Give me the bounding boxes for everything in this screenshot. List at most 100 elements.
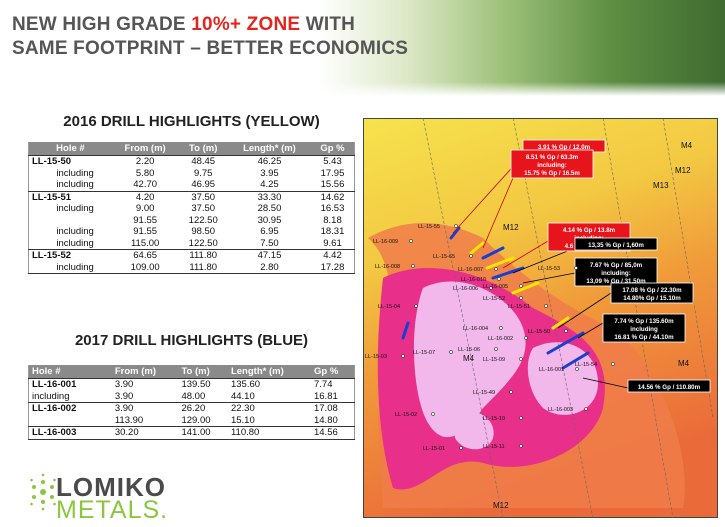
table-row: LL-15-51 4.20 37.50 33.30 14.62 — [28, 190, 355, 203]
table-cell: 48.00 — [181, 390, 206, 402]
zone-label: M4 — [678, 359, 690, 368]
callout-text: 15.75 % Gp / 16.5m — [524, 170, 580, 177]
logo-text: LOMIKO — [56, 472, 166, 502]
callout-text: including: — [601, 270, 631, 277]
table-cell: LL-16-002 — [28, 402, 112, 415]
table-cell: 3.90 — [111, 378, 179, 391]
table-cell: 109.00 — [130, 261, 160, 273]
hole-label: LL-16-010 — [461, 277, 486, 283]
header-cell: Gp % — [310, 142, 355, 156]
callout-box — [574, 257, 658, 287]
title-line2: SAME FOOTPRINT – BETTER ECONOMICS — [12, 38, 409, 59]
table-cell: 26.20 — [178, 402, 228, 415]
table-cell: 7.50 — [260, 237, 279, 249]
callout-text: 14.80% Gp / 15.10m — [623, 295, 681, 302]
hole-label: LL-15-07 — [413, 350, 435, 356]
table-cell: 4.20 — [111, 190, 179, 203]
table-cell: 17.08 — [310, 402, 355, 415]
callout-text: 16.81 % Gp / 44.10m — [614, 334, 674, 341]
table-cell: 46.95 — [191, 179, 216, 191]
table-row: including 5.80 9.75 3.95 17.95 — [29, 168, 355, 180]
table-cell: 115.00 — [130, 237, 160, 249]
table-cell: LL-15-50 — [28, 155, 112, 168]
hole-marker — [494, 347, 498, 351]
hole-marker — [519, 444, 523, 448]
hole-label: LL-16-007 — [458, 267, 483, 273]
header-cell: To (m) — [178, 142, 228, 156]
table-cell: 135.60 — [227, 378, 311, 391]
table-cell: 9.61 — [323, 237, 342, 249]
zone-label: M4 — [681, 141, 693, 150]
hole-label: LL-15-04 — [378, 304, 400, 310]
hole-marker — [574, 266, 578, 270]
header-cell: From (m) — [111, 365, 179, 379]
table-cell: 111.80 — [178, 249, 228, 262]
hole-label: LL-16-001 — [539, 367, 564, 373]
hole-label: LL-15-53 — [538, 266, 560, 272]
table-2016: Hole # From (m) To (m) Length* (m) Gp % LL-15… — [28, 142, 355, 274]
header-cell: Hole # — [28, 365, 112, 379]
table-cell: 5.80 — [135, 167, 155, 179]
table-cell: including — [56, 179, 94, 191]
table-cell: 15.10 — [230, 414, 255, 426]
table-row: LL-16-002 3.90 26.20 22.30 17.08 — [28, 402, 355, 415]
hole-marker — [524, 336, 528, 340]
hole-marker — [519, 416, 523, 420]
hole-marker — [494, 267, 498, 271]
table-cell: including — [56, 237, 94, 249]
table-cell: 2.80 — [260, 261, 279, 273]
hole-marker — [449, 350, 453, 354]
table-cell: 37.50 — [191, 203, 216, 215]
hole-marker — [497, 277, 501, 281]
hole-label: LL-15-09 — [483, 357, 505, 363]
zone-label: M13 — [653, 181, 669, 190]
table-cell: 18.31 — [320, 226, 345, 238]
hole-marker — [519, 357, 523, 361]
table-cell: 113.90 — [114, 414, 144, 426]
title-text: WITH — [300, 14, 356, 35]
callout-text: 7.67 % Gp / 85,0m — [590, 262, 643, 269]
hole-label: LL-15-02 — [395, 412, 417, 418]
table-cell: 30.95 — [257, 214, 282, 226]
logo-icon — [30, 473, 56, 511]
header-cell: To (m) — [178, 365, 228, 379]
table-cell: 4.25 — [260, 179, 279, 191]
hole-label: LL-15-06 — [458, 347, 480, 353]
zone-label: M12 — [493, 501, 509, 510]
callout-text: including — [630, 326, 658, 333]
table-cell: LL-15-51 — [28, 190, 112, 203]
header-cell: Length* (m) — [227, 365, 311, 379]
empty-cell — [29, 415, 112, 427]
callout-text: including: — [537, 162, 567, 169]
table-cell: 22.30 — [227, 402, 311, 415]
header-cell: Length* (m) — [227, 142, 311, 156]
table-2017: Hole # From (m) To (m) Length* (m) Gp % LL-16… — [28, 365, 355, 440]
table-cell: including — [56, 203, 94, 215]
callout-text: 13,09 % Gp / 31,50m — [586, 278, 646, 285]
hole-label: LL-16-006 — [453, 286, 478, 292]
table-cell: 98.50 — [191, 226, 216, 238]
table-cell: 14.56 — [310, 426, 355, 439]
hole-marker — [575, 367, 579, 371]
hole-marker — [454, 224, 458, 228]
table-cell: 9.75 — [193, 167, 213, 179]
table-cell: 91.55 — [133, 214, 158, 226]
table-cell: 91.55 — [133, 226, 158, 238]
hole-marker — [431, 412, 435, 416]
callout-text: 4.14 % Gp / 13.8m — [563, 227, 616, 234]
callout-box — [574, 237, 658, 251]
header — [0, 0, 725, 96]
table-cell: 3.90 — [114, 390, 134, 402]
table-cell: 15.56 — [320, 179, 345, 191]
table-cell: 141.00 — [178, 426, 228, 439]
zone-label: M12 — [503, 223, 519, 232]
table-cell: LL-15-52 — [28, 249, 112, 262]
callout-box — [610, 282, 694, 304]
table-cell: 47.15 — [227, 249, 311, 262]
hole-label: LL-15-65 — [433, 254, 455, 260]
hole-label: LL-15-49 — [473, 390, 495, 396]
table-cell: 17.95 — [320, 167, 345, 179]
table-row: including 3.90 48.00 44.10 16.81 — [29, 391, 355, 403]
header-cell: From (m) — [111, 142, 179, 156]
section-title: 2016 DRILL HIGHLIGHTS (YELLOW) — [63, 113, 320, 130]
